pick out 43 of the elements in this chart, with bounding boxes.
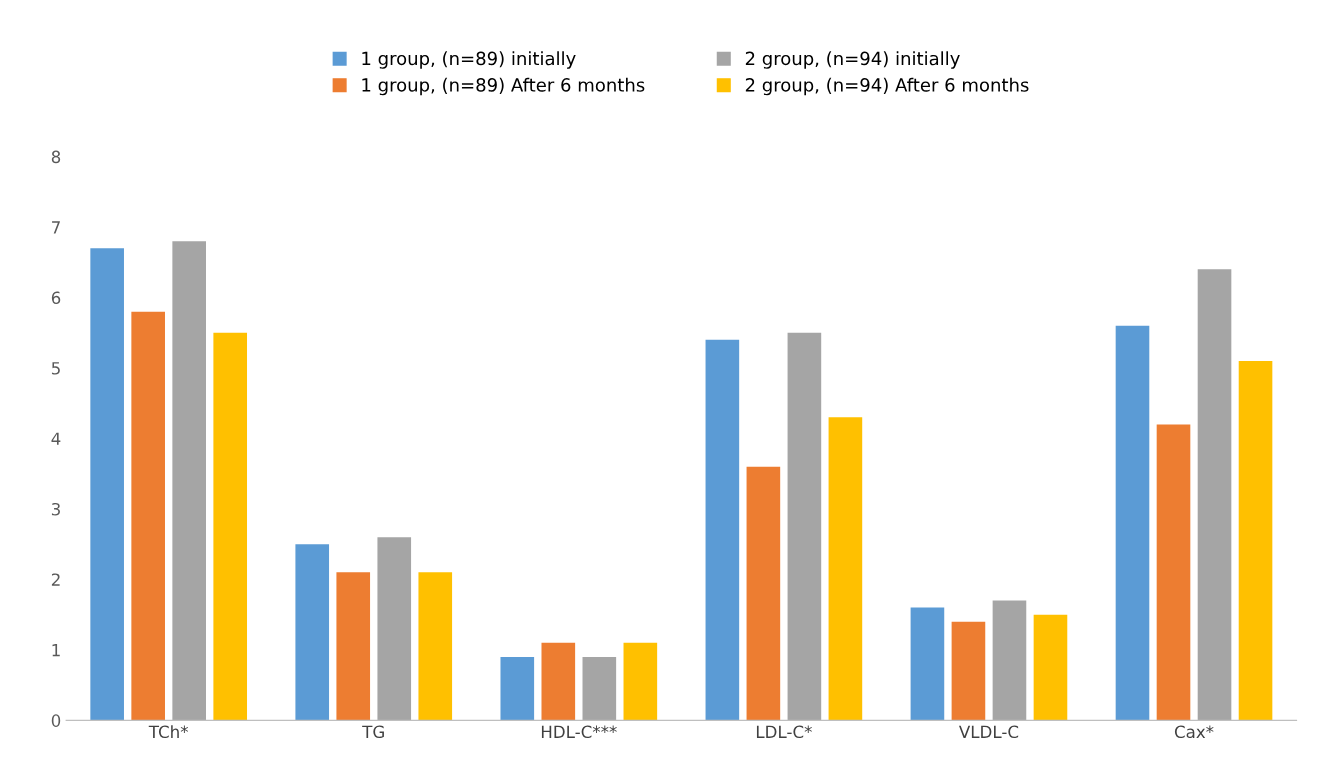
bar [541, 642, 576, 721]
bar [1197, 269, 1232, 721]
bar [213, 332, 248, 721]
bar [418, 572, 453, 721]
bar [377, 537, 412, 721]
y-tick-label: 0 [51, 714, 61, 727]
bar [1115, 325, 1150, 721]
legend-label: 2 group, (n=94) initially [745, 51, 960, 69]
bar [951, 621, 986, 721]
bar [910, 607, 945, 721]
bar [90, 248, 124, 721]
bar [295, 544, 330, 721]
legend-label: 2 group, (n=94) After 6 months [745, 77, 1029, 96]
bar [746, 466, 781, 721]
y-tick-label: 6 [51, 291, 61, 305]
y-tick-label: 8 [51, 150, 61, 164]
x-tick-label: VLDL-C [958, 725, 1019, 739]
legend-label: 1 group, (n=89) initially [362, 51, 576, 69]
x-tick-label: TG [362, 725, 384, 739]
bar [582, 656, 617, 721]
y-tick-label: 7 [52, 221, 60, 234]
x-tick-label: Cax* [1174, 725, 1214, 739]
bar [500, 656, 535, 721]
bar [787, 332, 822, 721]
x-tick-label: LDL-C* [756, 725, 812, 739]
x-tick-label: TCh* [148, 725, 189, 739]
bar [172, 241, 206, 721]
bar [992, 600, 1027, 721]
y-tick-label: 1 [52, 644, 60, 657]
y-tick-label: 4 [51, 432, 61, 445]
y-tick-label: 2 [51, 573, 60, 586]
bar [828, 417, 863, 721]
y-tick-label: 5 [51, 362, 60, 375]
bar [1238, 360, 1273, 721]
bar [1033, 614, 1068, 721]
bar [1156, 424, 1191, 721]
bar [336, 572, 371, 721]
bar [623, 642, 658, 721]
bar [705, 339, 740, 721]
x-tick-label: HDL-C*** [541, 725, 617, 739]
y-tick-label: 3 [51, 502, 60, 516]
bar [131, 311, 165, 721]
legend-label: 1 group, (n=89) After 6 months [362, 77, 645, 96]
